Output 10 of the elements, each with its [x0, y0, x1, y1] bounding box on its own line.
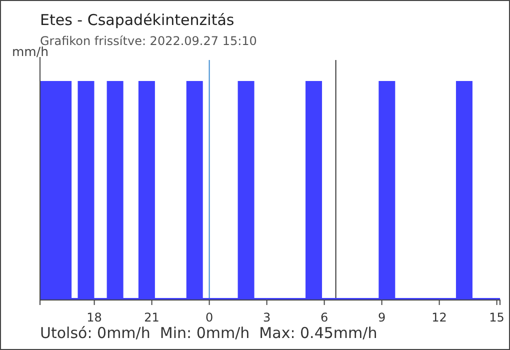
x-tick-label: 9 [378, 310, 386, 325]
x-tick-label: 12 [432, 310, 447, 325]
chart-title: Etes - Csapadékintenzitás [40, 11, 234, 29]
x-tick-label: 3 [262, 310, 271, 325]
x-tick-label: 18 [86, 310, 102, 325]
x-tick-label: 15 [489, 310, 504, 325]
x-tick-label: 0 [205, 310, 214, 325]
text: Utolsó: 0mm/h Min: 0mm/h Max: 0.45mm/h [40, 324, 378, 342]
x-tick-label: 6 [320, 310, 328, 325]
x-tick-label: 21 [144, 310, 160, 325]
